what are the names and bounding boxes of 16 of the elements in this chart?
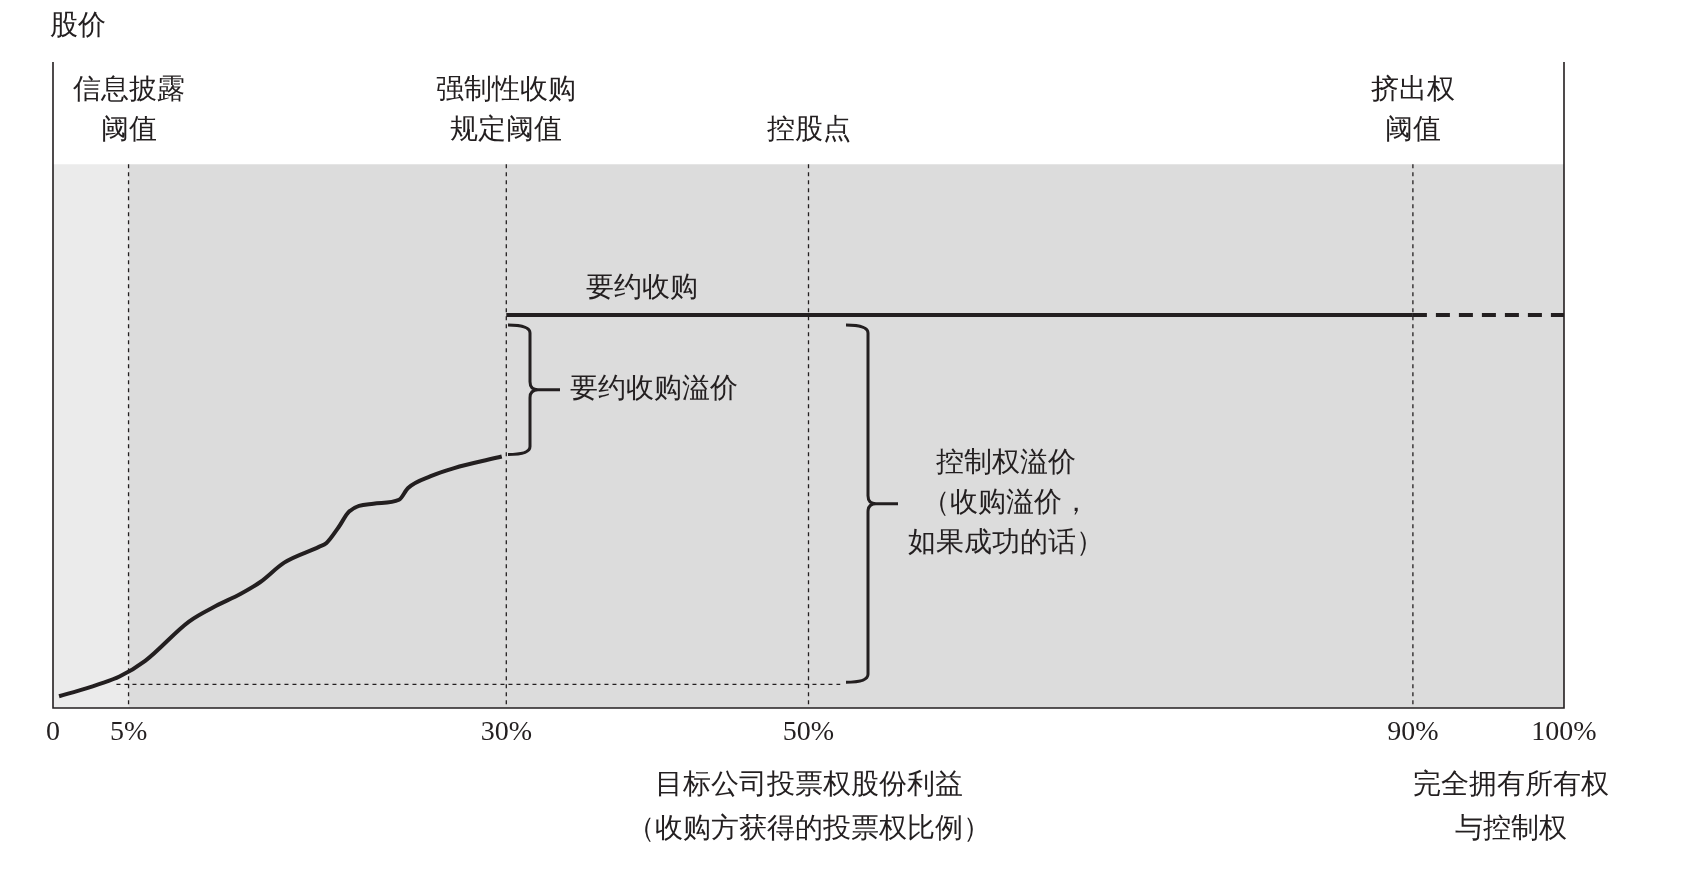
text: 完全拥有所有权与控制权 [1413, 768, 1609, 844]
ref-line-label: 挤出权阈值 [1370, 72, 1455, 144]
annotation: 控制权溢价（收购溢价，如果成功的话） [908, 446, 1105, 558]
text: 股价 [50, 9, 106, 41]
x-tick-label: 5% [109, 715, 148, 747]
ref-line-label: 控股点 [766, 112, 851, 144]
ref-line-label: 信息披露阈值 [72, 72, 185, 144]
x-axis-title: 目标公司投票权股份利益（收购方获得的投票权比例） [626, 768, 991, 844]
x-tick-label: 30% [480, 715, 532, 747]
x-tick-label: 90% [1387, 715, 1439, 747]
x-tick-label: 100% [1531, 715, 1597, 747]
x-tick-label: 0 [46, 715, 60, 747]
ref-line-label: 强制性收购规定阈值 [436, 72, 577, 144]
series-label: 要约收购 [586, 271, 699, 303]
x-tick-label: 50% [782, 715, 835, 747]
annotation: 要约收购溢价 [569, 372, 738, 404]
